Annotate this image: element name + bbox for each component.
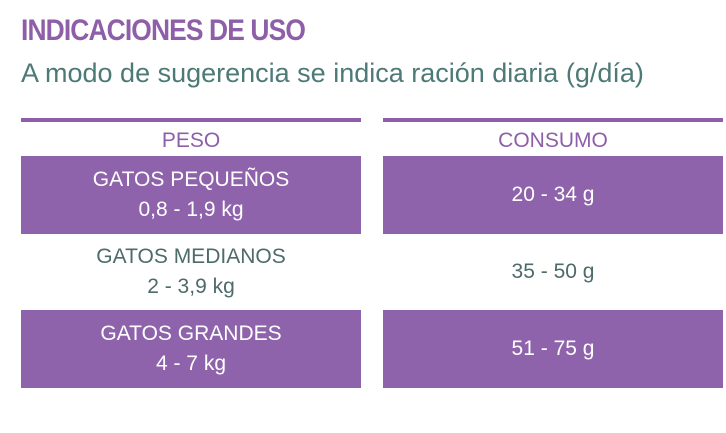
- label: GATOS PEQUEÑOS: [92, 168, 290, 191]
- subtitle: A modo de sugerencia se indica ración di…: [21, 58, 644, 88]
- cell: 35 - 50 g: [511, 260, 595, 283]
- label: GATOS MEDIANOS: [96, 245, 286, 268]
- cell: GATOS PEQUEÑOS 0,8 - 1,9 kg: [21, 156, 361, 234]
- column-consumo: CONSUMO 20 - 34 g 35 - 50 g 51 - 75 g: [383, 118, 723, 388]
- cell: 51 - 75 g: [383, 310, 723, 388]
- label: GATOS GRANDES: [100, 322, 282, 345]
- weight: 2 - 3,9 kg: [147, 275, 235, 298]
- cell: GATOS MEDIANOS 2 - 3,9 kg: [21, 234, 361, 310]
- column-header: PESO: [161, 129, 221, 152]
- cell: GATOS GRANDES 4 - 7 kg: [21, 310, 361, 388]
- weight: 4 - 7 kg: [155, 352, 227, 375]
- weight: 0,8 - 1,9 kg: [138, 198, 244, 221]
- cell: 20 - 34 g: [383, 156, 723, 234]
- column-header: CONSUMO: [498, 129, 608, 152]
- title: INDICACIONES DE USO: [21, 14, 306, 47]
- column-peso: PESO GATOS PEQUEÑOS 0,8 - 1,9 kg GATOS ME…: [21, 118, 361, 388]
